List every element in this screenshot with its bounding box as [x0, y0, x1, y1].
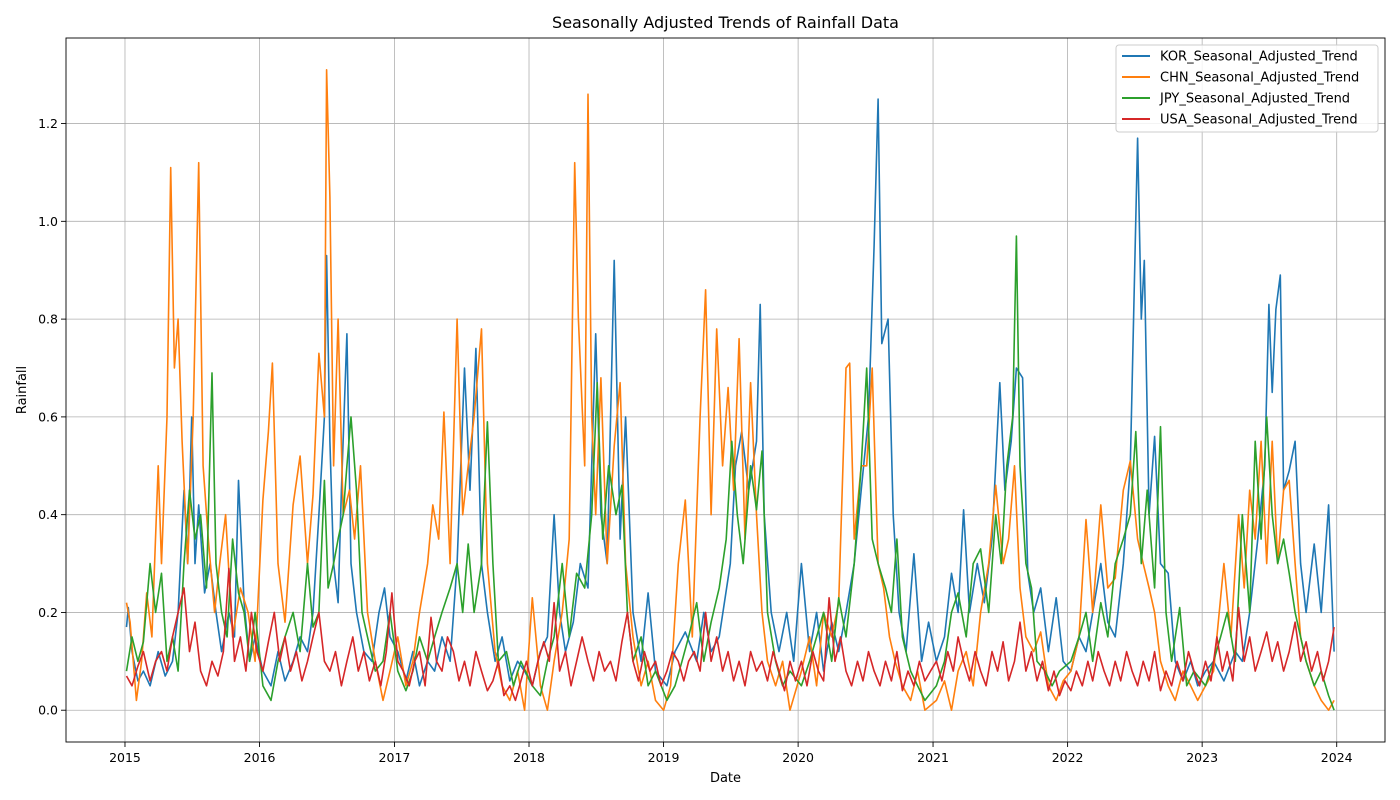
- legend-label: JPY_Seasonal_Adjusted_Trend: [1159, 92, 1350, 107]
- y-tick-label: 0.8: [38, 312, 58, 327]
- series-line-chn: [125, 69, 1335, 711]
- legend: KOR_Seasonal_Adjusted_Trend CHN_Seasonal_…: [1115, 44, 1379, 133]
- legend-box: [1115, 44, 1379, 133]
- x-axis-title: Date: [710, 771, 741, 786]
- y-tick-label: 0.4: [38, 507, 58, 522]
- y-tick-label: 0.0: [38, 703, 58, 718]
- x-tick-label: 2023: [1186, 750, 1218, 765]
- legend-label: KOR_Seasonal_Adjusted_Trend: [1160, 50, 1358, 65]
- y-tick-label: 1.2: [38, 116, 58, 131]
- series-line-jpy: [125, 235, 1335, 711]
- y-tick-label: 1.0: [38, 214, 58, 229]
- x-tick-label: 2022: [1052, 750, 1084, 765]
- y-axis-title: Rainfall: [15, 366, 30, 414]
- legend-label: USA_Seasonal_Adjusted_Trend: [1160, 113, 1358, 128]
- chart-title: Seasonally Adjusted Trends of Rainfall D…: [552, 13, 899, 32]
- x-tick-label: 2016: [244, 750, 276, 765]
- legend-items: KOR_Seasonal_Adjusted_Trend CHN_Seasonal_…: [1122, 50, 1359, 128]
- x-tick-label: 2019: [648, 750, 680, 765]
- x-tick-label: 2018: [513, 750, 545, 765]
- series-line-usa: [125, 567, 1335, 702]
- legend-label: CHN_Seasonal_Adjusted_Trend: [1160, 71, 1359, 86]
- series-line-kor: [125, 98, 1335, 687]
- x-axis-ticks: 2015 2016 2017 2018 2019 2020 2021 2022 2023 2024: [109, 742, 1353, 765]
- x-tick-label: 2024: [1321, 750, 1353, 765]
- y-tick-label: 0.2: [38, 605, 58, 620]
- x-tick-label: 2021: [917, 750, 949, 765]
- x-tick-label: 2020: [782, 750, 814, 765]
- y-tick-label: 0.6: [38, 409, 58, 424]
- series-lines: [125, 69, 1335, 711]
- x-tick-label: 2015: [109, 750, 141, 765]
- y-axis-ticks: 0.0 0.2 0.4 0.6 0.8 1.0 1.2: [38, 116, 66, 718]
- x-tick-label: 2017: [379, 750, 411, 765]
- plot-frame: [65, 37, 1386, 743]
